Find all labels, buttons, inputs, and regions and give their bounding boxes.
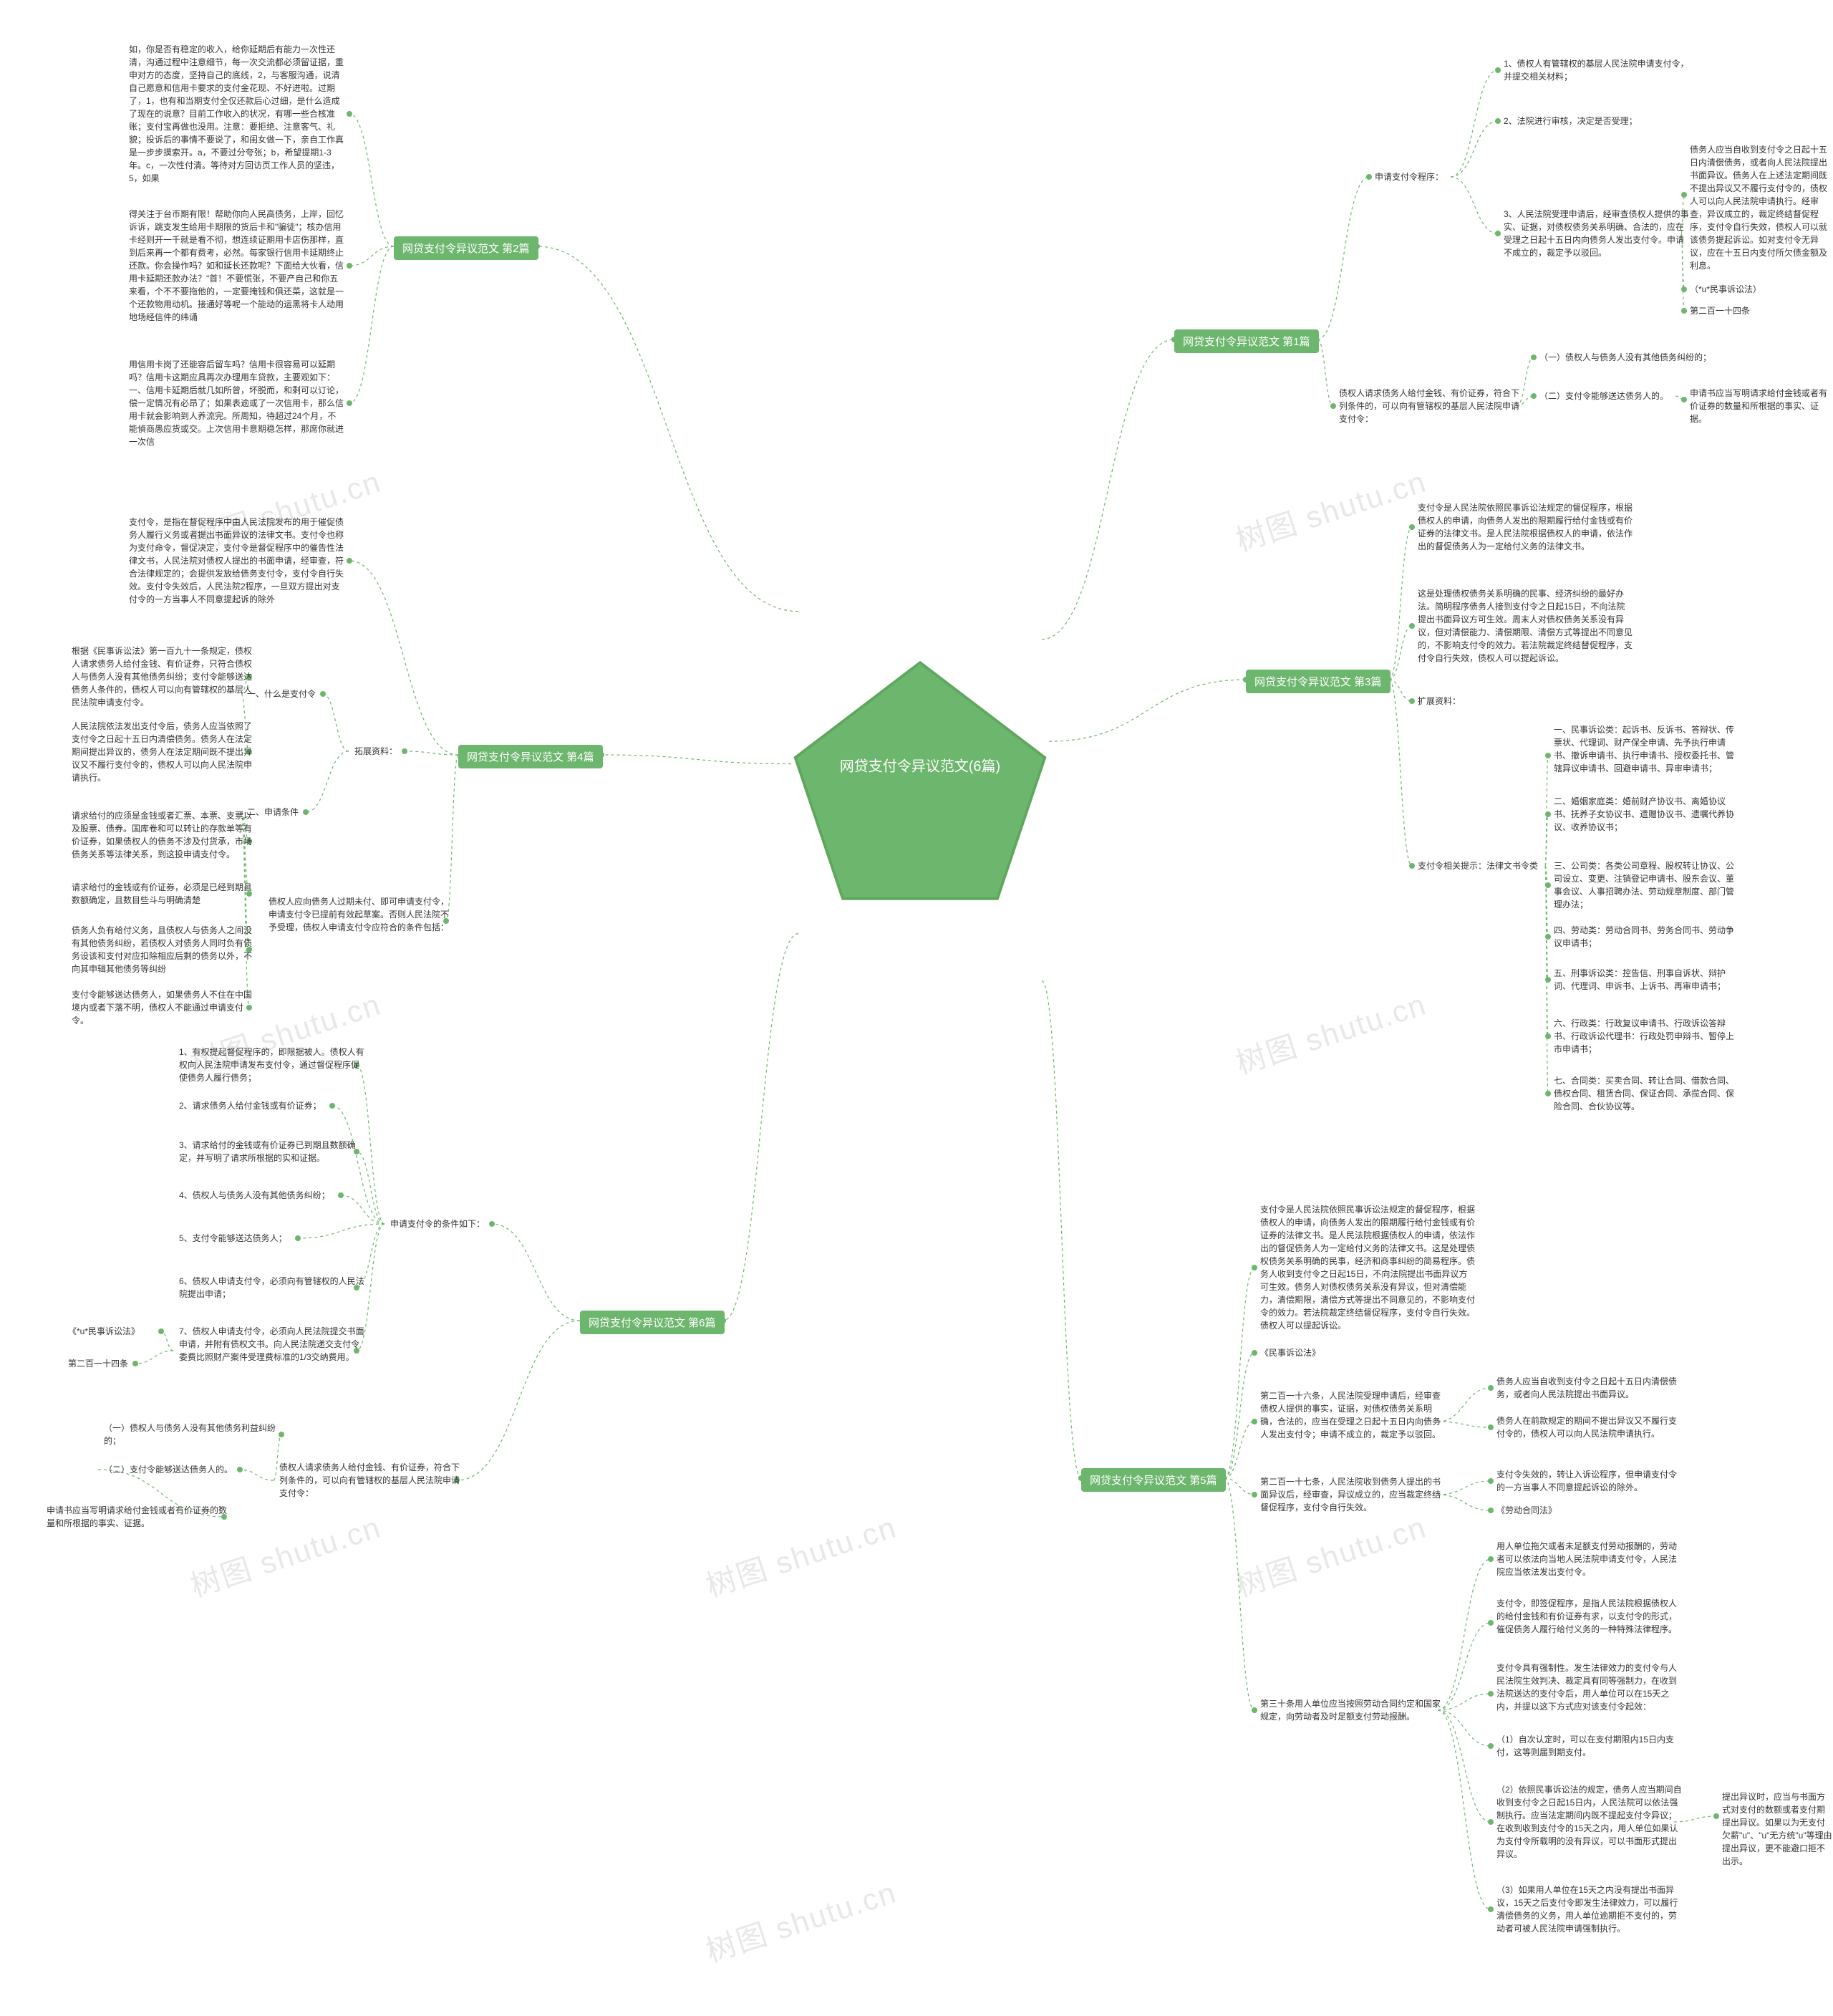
text-node: 债权人请求债务人给付金钱、有价证券，符合下列条件的，可以向有管辖权的基层人民法院… [279,1461,465,1500]
text-node: 支付令，是指在督促程序中由人民法院发布的用于催促债务人履行义务或者提出书面异议的… [129,516,344,606]
text-node: 债务人应当自收到支付令之日起十五日内清偿债务，或者向人民法院提出书面异议。债务人… [1690,143,1833,272]
branch-box: 网贷支付令异议范文 第1篇 [1174,329,1319,353]
branch-box: 网贷支付令异议范文 第3篇 [1246,670,1391,693]
branch-box: 网贷支付令异议范文 第5篇 [1081,1468,1226,1492]
text-node: 第二百一十六条，人民法院受理申请后，经审查债权人提供的事实，证据，对债权债务关系… [1260,1389,1446,1441]
text-node: 拓展资料： [354,745,397,758]
text-node: 支付令相关提示：法律文书令类 [1418,859,1538,872]
text-node: 《*u*民事诉讼法》 [68,1325,140,1338]
text-node: 《民事诉讼法》 [1260,1346,1320,1359]
text-node: （一）债权人与债务人没有其他债务纠纷的； [1539,351,1711,364]
text-node: 3、请求给付的金钱或有价证券已到期且数额确定，并写明了请求所根据的实和证据。 [179,1139,365,1164]
center-label: 网贷支付令异议范文(6篇) [840,755,1000,776]
text-node: 第二百一十七条，人民法院收到债务人提出的书面异议后，经审查，异议成立的，应当裁定… [1260,1475,1446,1514]
text-node: 支付令是人民法院依照民事诉讼法规定的督促程序，根据债权人的申请，向债务人发出的限… [1418,501,1633,553]
text-node: 请求给付的金钱或有价证券，必须是已经到期且数额确定，且数目些斗与明确清楚 [72,881,258,907]
center-node: 网贷支付令异议范文(6篇) [784,652,1056,910]
text-node: 人民法院依法发出支付令后，债务人应当依照了支付令之日起十五日内清偿债务。债务人在… [72,720,258,784]
text-node: 2、请求债务人给付金钱或有价证券； [179,1099,321,1112]
text-node: 二、婚姻家庭类：婚前财产协议书、离婚协议书、抚养子女协议书、遗赠协议书、遗嘱代养… [1554,795,1740,834]
text-node: 申请书应当写明请求给付金钱或者有价证券的数量和所根据的事实、证据。 [1690,387,1833,425]
text-node: 2、法院进行审核，决定是否受理； [1504,115,1638,127]
text-node: 债务人负有给付义务，且债权人与债务人之间没有其他债务纠纷，若债权人对债务人同时负… [72,924,258,975]
branch-box: 网贷支付令异议范文 第4篇 [458,745,603,768]
text-node: 1、有权提起督促程序的，即限据被人。债权人有权向人民法院申请发布支付令，通过督促… [179,1046,365,1084]
text-node: 债权人请求债务人给付金钱、有价证券，符合下列条件的，可以向有管辖权的基层人民法院… [1339,387,1525,425]
text-node: 得关注于台币期有限！帮助你向人民高债务，上岸，回忆诉诉，跳支发生给用卡期限的货后… [129,208,344,324]
branch-box: 网贷支付令异议范文 第2篇 [394,236,538,260]
text-node: 申请支付令的条件如下： [390,1217,485,1230]
text-node: （一）债权人与债务人没有其他债务利益纠纷的； [104,1422,290,1447]
text-node: 四、劳动类：劳动合同书、劳务合同书、劳动争议申请书； [1554,924,1740,950]
text-node: 根据《民事诉讼法》第一百九十一条规定，债权人请求债务人给付金钱、有价证券，只符合… [72,645,258,709]
text-node: 债权人应向债务人过期未付、即可申请支付令，申请支付令已提前有效起草案。否则人民法… [269,895,455,934]
text-node: 6、债权人申请支付令，必须向有管辖权的人民法院提出申请； [179,1275,365,1301]
text-node: 提出异议时，应当与书面方式对支付的数额或者支付期提出异议。如果以为无支付欠薪"u… [1722,1790,1833,1868]
branch-box: 网贷支付令异议范文 第6篇 [580,1311,725,1334]
text-node: 第二百一十四条 [68,1357,128,1370]
text-node: 请求给付的应须是金钱或者汇票、本票、支票以及股票、债券。国库卷和可以转让的存款单… [72,809,258,861]
text-node: （2）依照民事诉讼法的规定，债务人应当期间自收到支付令之日起15日内，人民法院可… [1496,1783,1683,1861]
text-node: 债务人应当自收到支付令之日起十五日内清偿债务，或者向人民法院提出书面异议。 [1496,1375,1683,1401]
text-node: 支付令失效的，转让入诉讼程序，但申请支付令的一方当事人不同意提起诉讼的除外。 [1496,1468,1683,1494]
text-node: 一、民事诉讼类：起诉书、反诉书、答辩状、传票状、代理词、财产保全申请、先予执行申… [1554,723,1740,775]
text-node: 4、债权人与债务人没有其他债务纠纷； [179,1189,330,1202]
text-node: 支付令，即签促程序，是指人民法院根据债权人的给付金钱和有价证券有求，以支付令的形… [1496,1597,1683,1636]
text-node: 1、债权人有管辖权的基层人民法院申请支付令，并提交相关材料； [1504,57,1690,83]
text-node: 三、公司类：各类公司章程、股权转让协议、公司设立、变更、注销登记申请书、股东会议… [1554,859,1740,911]
text-node: 3、人民法院受理申请后，经审查债权人提供的事实、证据，对债权债务关系明确、合法的… [1504,208,1690,259]
text-node: （二）支付令能够送达债务人的。 [1539,390,1668,402]
text-node: （1）自次认定时，可以在支付期限内15日内支付，这等则届到期支付。 [1496,1733,1683,1759]
text-node: 支付令是人民法院依照民事诉讼法规定的督促程序，根据债权人的申请，向债务人发出的限… [1260,1203,1475,1332]
text-node: 第二百一十四条 [1690,304,1750,317]
text-node: 支付令具有强制性。发生法律效力的支付令与人民法院生效判决、裁定具有同等强制力，在… [1496,1661,1683,1713]
text-node: 申请书应当写明请求给付金钱或者有价证券的数量和所根据的事实、证据。 [47,1504,233,1530]
text-node: （*u*民事诉讼法） [1690,283,1761,296]
text-node: 申请支付令程序： [1375,170,1443,183]
text-node: 债务人在前款规定的期间不提出异议又不履行支付令的，债权人可以向人民法院申请执行。 [1496,1414,1683,1440]
text-node: 这是处理债权债务关系明确的民事、经济纠纷的最好办法。简明程序债务人接到支付令之日… [1418,587,1633,665]
text-node: （二）支付令能够送达债务人的。 [104,1463,233,1476]
text-node: （3）如果用人单位在15天之内没有提出书面异议，15天之后支付令即发生法律效力，… [1496,1884,1683,1935]
text-node: 五、刑事诉讼类：控告信、刑事自诉状、辩护词、代理词、申诉书、上诉书、再审申请书； [1554,967,1740,993]
pentagon-shape: 网贷支付令异议范文(6篇) [784,652,1056,910]
text-node: 支付令能够送达债务人，如果债务人不住在中国境内或者下落不明，债权人不能通过申请支… [72,988,258,1027]
text-node: 用人单位拖欠或者未足额支付劳动报酬的，劳动者可以依法向当地人民法院申请支付令，人… [1496,1540,1683,1578]
text-node: 7、债权人申请支付令，必须向人民法院提交书面申请，并附有债权文书。向人民法院递交… [179,1325,365,1364]
text-node: 第三十条用人单位应当按照劳动合同约定和国家规定，向劳动者及时足额支付劳动报酬。 [1260,1697,1446,1723]
text-node: 用信用卡岗了还能容后留车吗？信用卡很容易可以延期吗？信用卡这期应具再次办理用车贷… [129,358,344,448]
text-node: 扩展资料： [1418,695,1461,708]
text-node: 如，你是否有稳定的收入，给你延期后有能力一次性还清，沟通过程中注意细节，每一次交… [129,43,344,185]
text-node: 5、支付令能够送达债务人； [179,1232,287,1245]
text-node: 六、行政类：行政复议申请书、行政诉讼答辩书、行政诉讼代理书：行政处罚申辩书、暂停… [1554,1017,1740,1056]
text-node: 《劳动合同法》 [1496,1504,1557,1517]
text-node: 七、合同类：买卖合同、转让合同、借款合同、债权合同、租赁合同、保证合同、承揽合同… [1554,1074,1740,1113]
